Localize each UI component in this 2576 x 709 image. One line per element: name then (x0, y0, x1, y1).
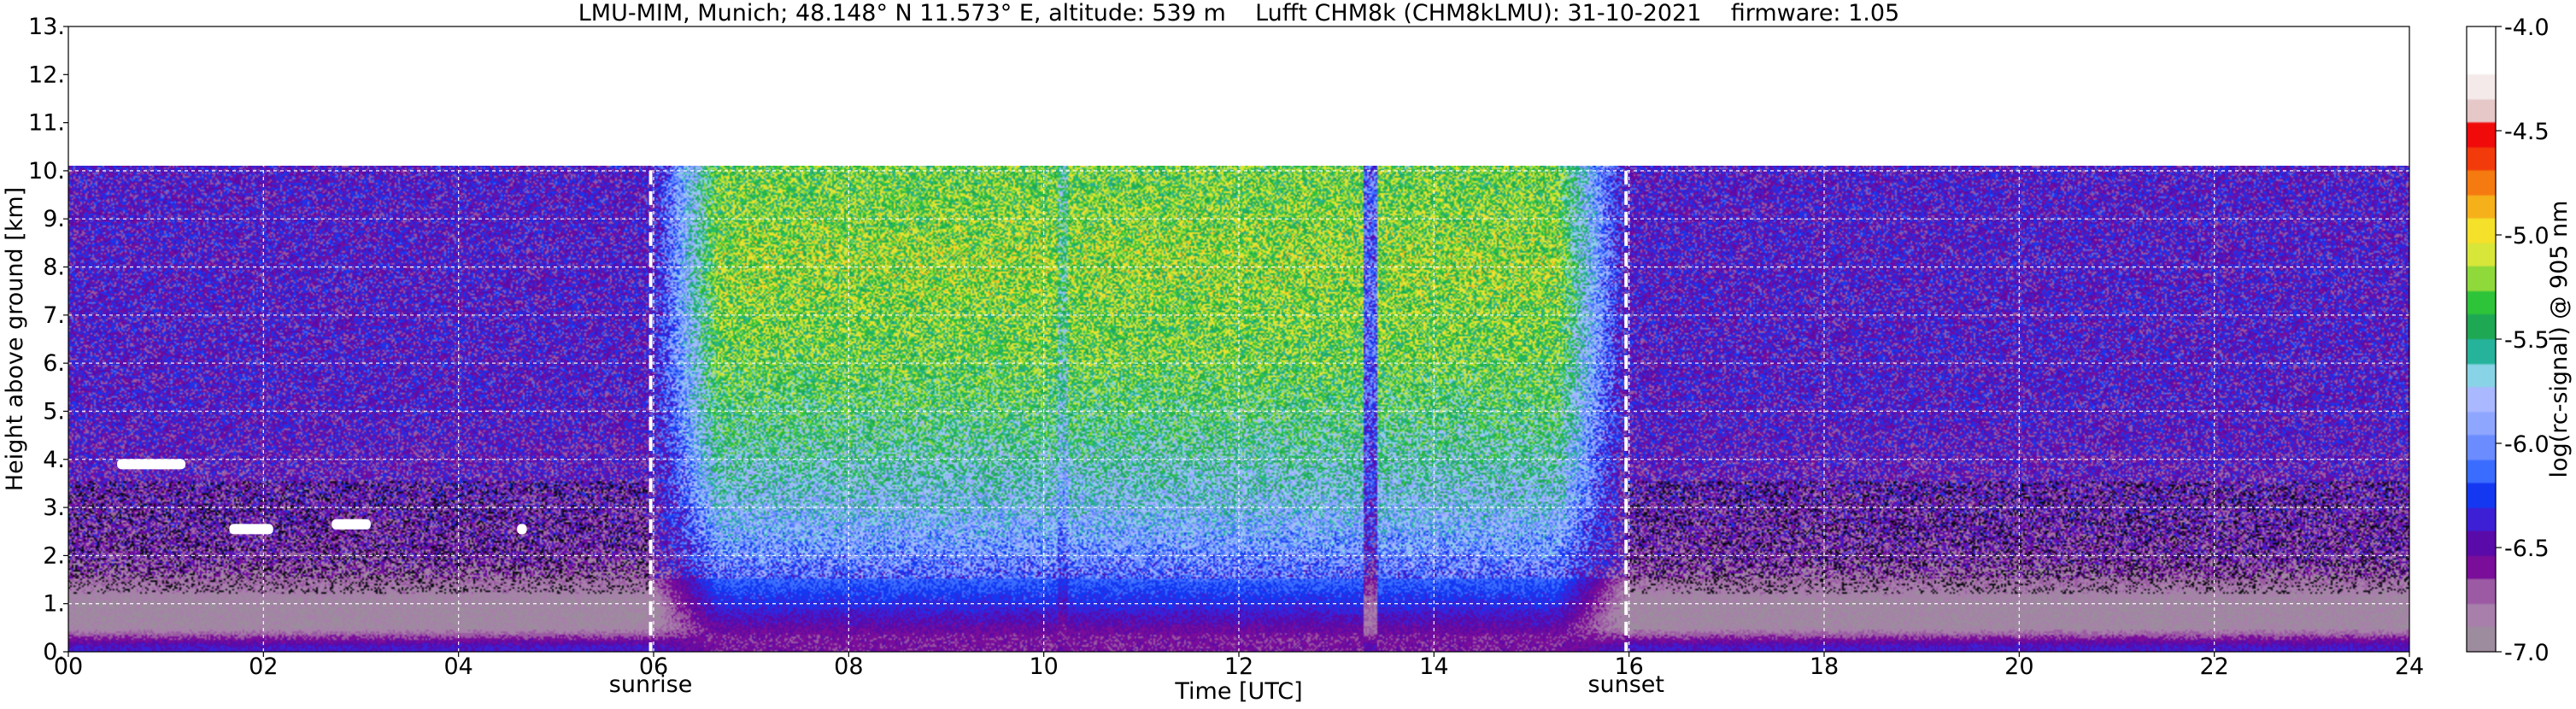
chart-title: LMU-MIM, Munich; 48.148° N 11.573° E, al… (578, 0, 1899, 26)
y-tick-label: 0. (43, 639, 65, 665)
x-tick-label: 18 (1810, 653, 1839, 680)
event-lines: sunrise sunset (609, 170, 1664, 698)
y-axis: 0. 1. 2. 3. 4. 5. 6. 7. 8. 9. 10. 11. 12. 13. (28, 14, 68, 665)
x-tick-label: 10 (1029, 653, 1058, 680)
x-tick-label: 22 (2199, 653, 2228, 680)
x-tick-label: 04 (443, 653, 472, 680)
y-tick-label: 1. (43, 591, 65, 618)
y-tick-label: 9. (43, 206, 65, 232)
x-axis-label: Time [UTC] (1174, 678, 1302, 705)
x-tick-label: 14 (1419, 653, 1448, 680)
y-tick-label: 5. (43, 398, 65, 425)
x-tick-label: 24 (2395, 653, 2424, 680)
x-tick-label: 16 (1614, 653, 1643, 680)
x-tick-label: 06 (639, 653, 668, 680)
x-tick-label: 02 (249, 653, 278, 680)
x-tick-label: 00 (54, 653, 83, 680)
cloud-patch (332, 519, 371, 530)
cloud-patch (517, 524, 527, 535)
y-axis-label: Height above ground [km] (2, 187, 28, 491)
colorbar-tick-label: -6.0 (2504, 431, 2550, 458)
colorbar-tick-label: -7.0 (2504, 640, 2550, 666)
y-tick-label: 11. (28, 110, 65, 137)
event-label-sunrise: sunrise (609, 671, 693, 698)
x-axis: 00 02 04 06 08 10 12 14 16 18 20 22 24 (54, 652, 2424, 680)
x-tick-label: 20 (2004, 653, 2033, 680)
colorbar-tick-label: -5.0 (2504, 223, 2550, 249)
colorbar-ticks: -7.0 -6.5 -6.0 -5.5 -5.0 -4.5 -4.0 (2496, 15, 2550, 666)
event-label-sunset: sunset (1587, 671, 1664, 698)
cloud-layer-group (117, 459, 527, 535)
y-tick-label: 2. (43, 542, 65, 569)
colorbar-tick-label: -4.5 (2504, 119, 2550, 145)
y-tick-label: 6. (43, 350, 65, 377)
cloud-patch (117, 459, 185, 470)
colorbar-gradient (2467, 26, 2496, 652)
grid-lines (68, 26, 2409, 652)
y-tick-label: 10. (28, 158, 65, 185)
y-tick-label: 4. (43, 447, 65, 473)
plot-area: sunrise sunset (67, 26, 2410, 698)
y-tick-label: 8. (43, 255, 65, 281)
colorbar-tick-label: -6.5 (2504, 536, 2550, 562)
y-tick-label: 13. (28, 14, 65, 40)
colorbar-tick-label: -5.5 (2504, 327, 2550, 354)
colorbar-tick-label: -4.0 (2504, 15, 2550, 41)
colorbar-label: log(rc-signal) @ 905 nm (2546, 201, 2573, 478)
x-tick-label: 08 (834, 653, 863, 680)
y-tick-label: 3. (43, 495, 65, 521)
y-tick-label: 7. (43, 302, 65, 329)
colorbar: -7.0 -6.5 -6.0 -5.5 -5.0 -4.5 -4.0 (2466, 15, 2550, 666)
cloud-patch (229, 524, 273, 535)
x-tick-label: 12 (1224, 653, 1253, 680)
y-tick-label: 12. (28, 62, 65, 88)
